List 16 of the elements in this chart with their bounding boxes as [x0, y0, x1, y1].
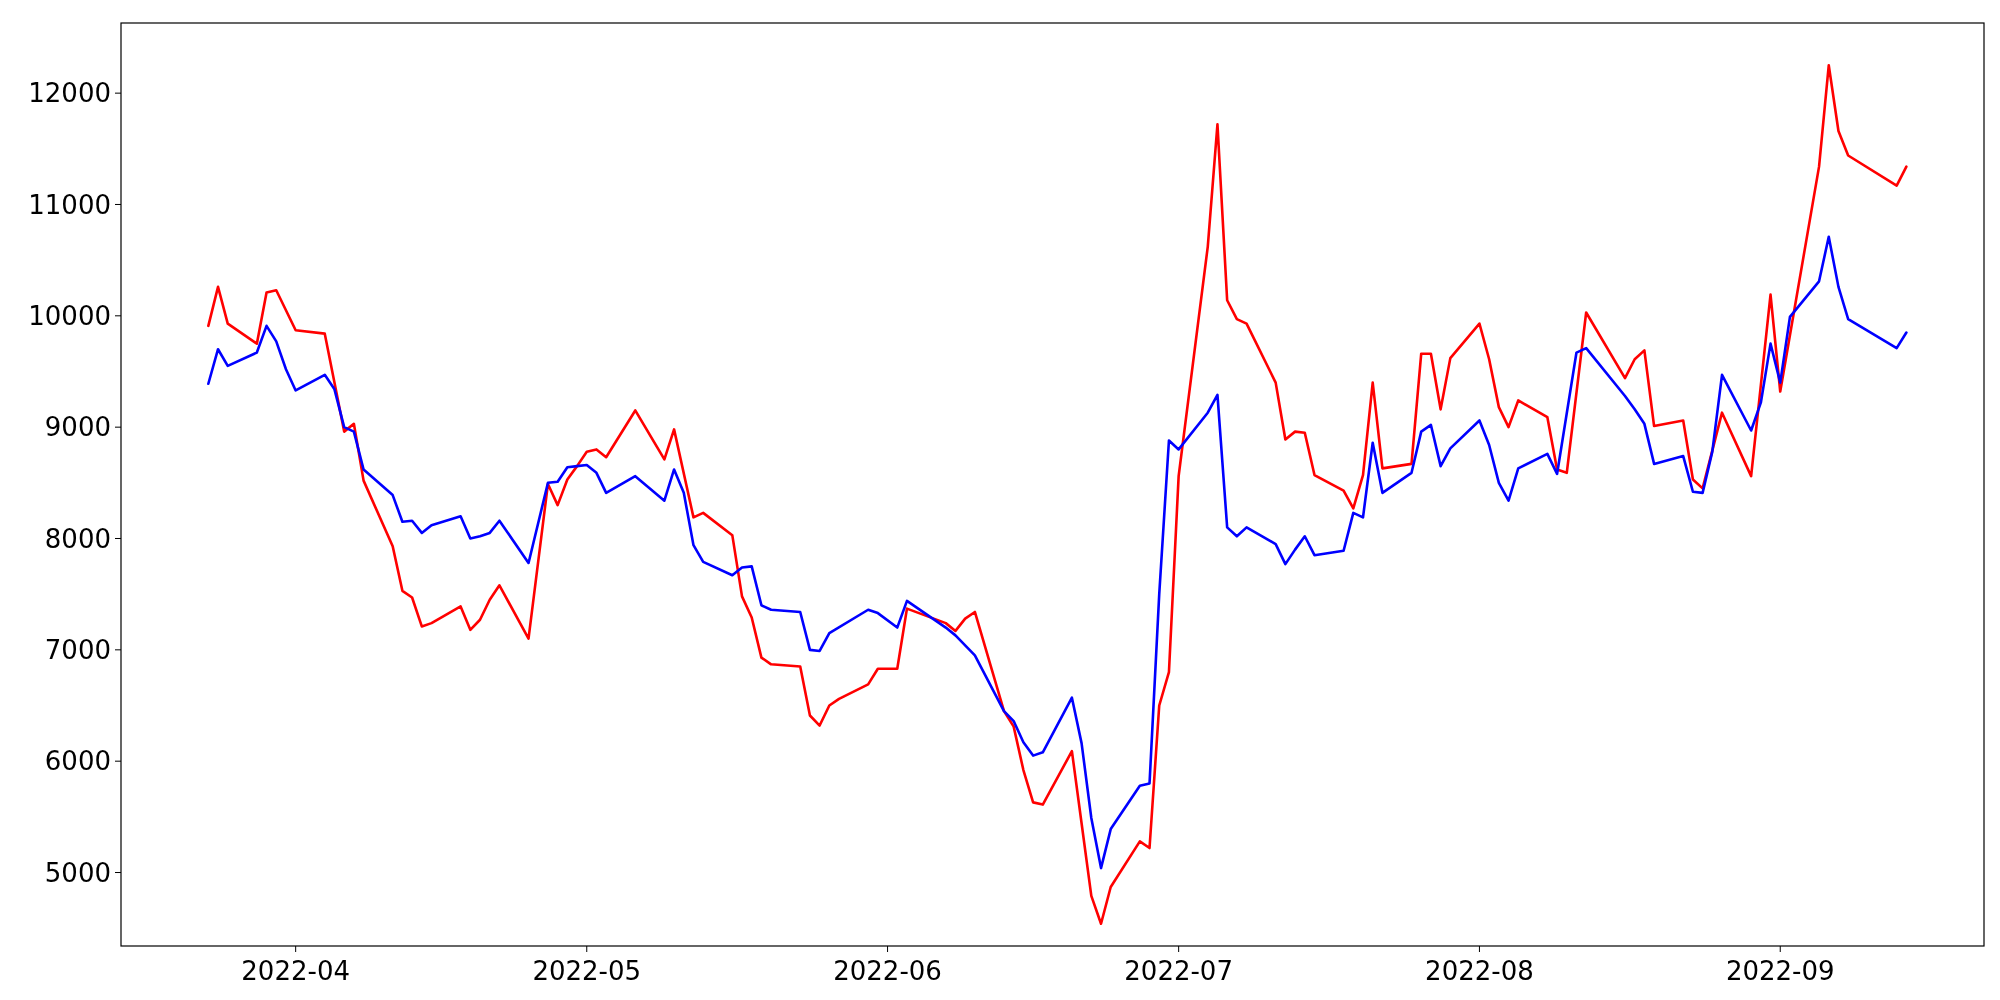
x-tick-label: 2022-07 [1124, 956, 1233, 986]
x-tick-label: 2022-05 [532, 956, 642, 986]
y-tick-label: 5000 [44, 857, 111, 888]
y-tick-label: 7000 [44, 634, 111, 665]
y-tick-label: 12000 [28, 78, 111, 109]
y-tick-label: 11000 [28, 189, 111, 220]
line-series [207, 64, 1908, 926]
y-tick-label: 8000 [44, 523, 111, 554]
x-tick-label: 2022-08 [1425, 956, 1534, 986]
y-tick-label: 6000 [44, 746, 111, 777]
x-tick-label: 2022-06 [833, 956, 942, 986]
x-tick-label: 2022-04 [241, 956, 350, 986]
y-tick-label: 9000 [44, 412, 111, 443]
y-tick-label: 10000 [28, 300, 111, 331]
line-series [207, 235, 1908, 870]
x-tick-label: 2022-09 [1725, 956, 1835, 986]
